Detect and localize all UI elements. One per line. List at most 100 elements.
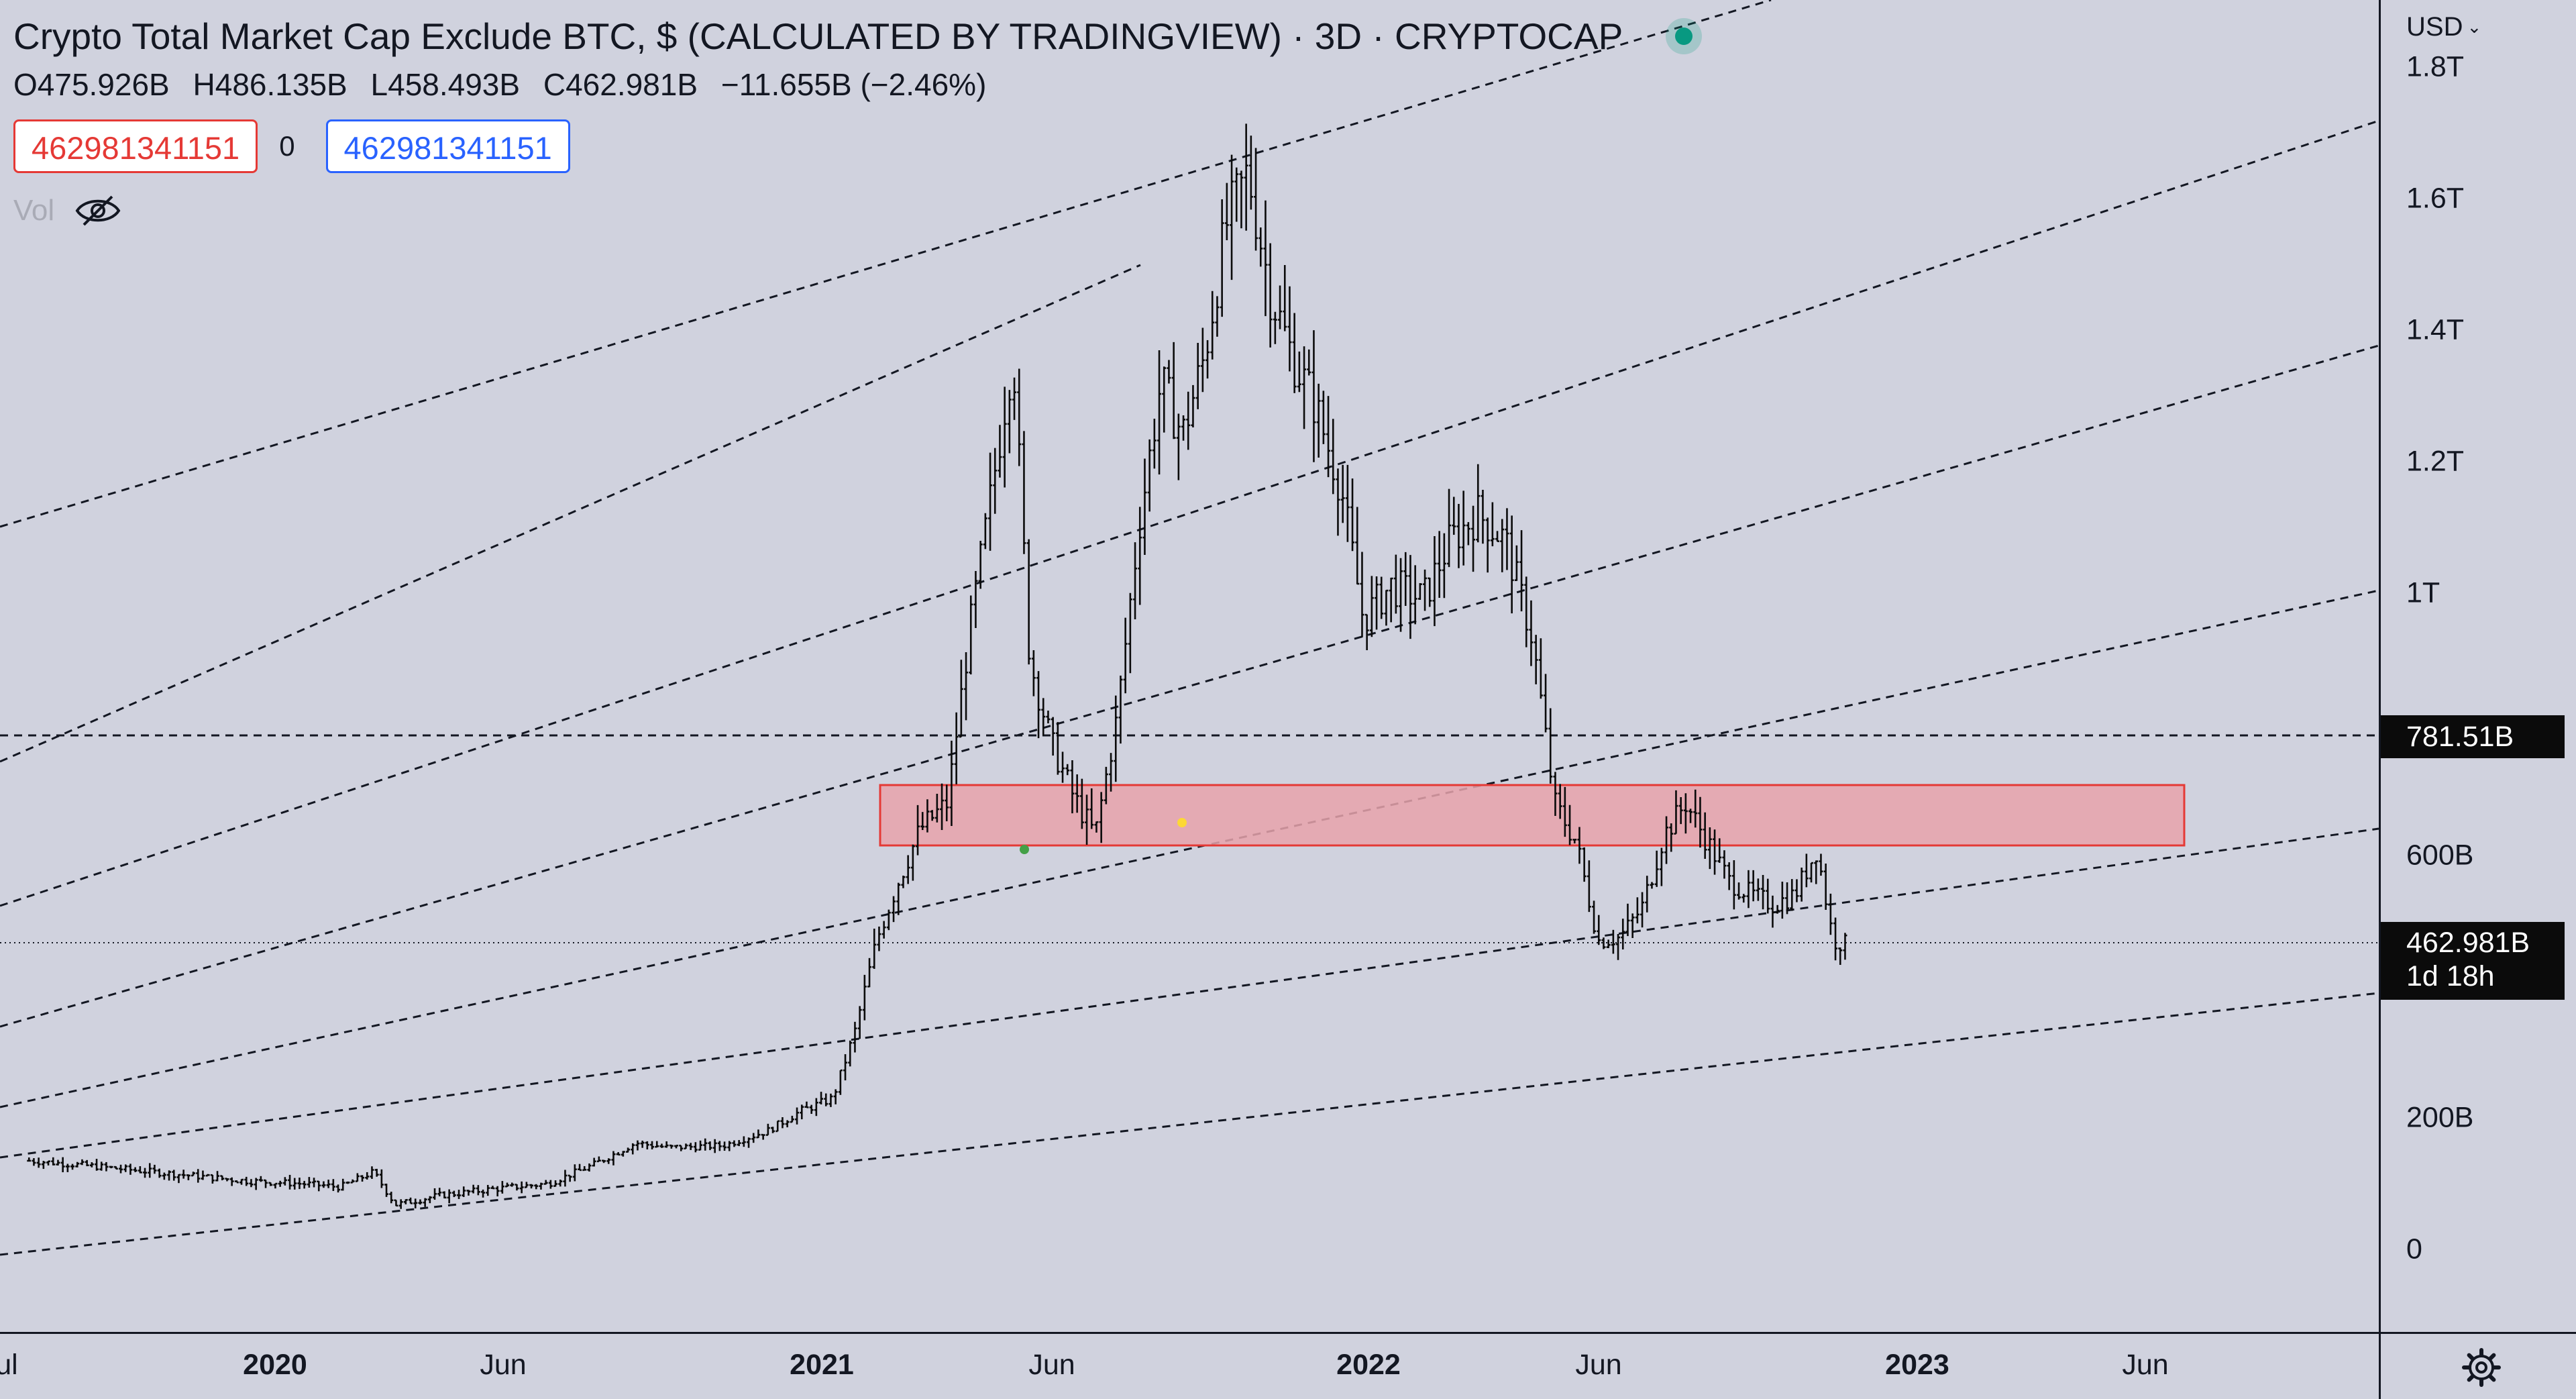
symbol-title[interactable]: Crypto Total Market Cap Exclude BTC, $ (… [13, 15, 1623, 57]
ohlc-bar [1079, 778, 1084, 829]
ohlc-bar [249, 1179, 254, 1188]
ohlc-bar [1519, 530, 1524, 612]
ohlc-bar [239, 1178, 244, 1185]
trendline[interactable] [0, 264, 1141, 763]
ohlc-bar [292, 1178, 297, 1190]
ohlc-bar [833, 1089, 838, 1104]
ohlc-bar [1065, 764, 1070, 776]
ohlc-bar [167, 1170, 172, 1181]
ohlc-bar [273, 1182, 278, 1189]
ohlc-bar [1152, 419, 1157, 469]
ohlc-bar [490, 1186, 495, 1190]
ohlc-bar [640, 1140, 645, 1148]
ohlc-bar [1224, 183, 1229, 240]
ohlc-bar [1538, 638, 1543, 699]
ohlc-bar [1654, 850, 1659, 887]
ohlc-bar [427, 1196, 432, 1204]
ohlc-bar [1766, 878, 1770, 914]
ohlc-bar [708, 1141, 712, 1151]
ohlc-bar [264, 1179, 268, 1188]
ohlc-bar [423, 1198, 427, 1207]
ohlc-bar [1577, 827, 1582, 864]
chart-pane[interactable]: Crypto Total Market Cap Exclude BTC, $ (… [0, 0, 2379, 1332]
ohlc-bar [505, 1182, 510, 1188]
ohlc-bar [1452, 497, 1456, 535]
ohlc-bar [1809, 862, 1814, 883]
ohlc-bar [268, 1182, 273, 1186]
trendline[interactable] [0, 827, 2379, 1159]
ohlc-bar [196, 1169, 201, 1183]
trendline[interactable] [0, 344, 2379, 1028]
ohlc-bar [341, 1178, 345, 1191]
ohlc-bar [553, 1180, 558, 1187]
price-tick-label: 600B [2406, 839, 2474, 872]
ohlc-bar [910, 844, 915, 881]
ohlc-bar [558, 1179, 563, 1187]
price-chart[interactable] [0, 0, 2379, 1332]
last-price-label: 462.981B 1d 18h [2381, 922, 2565, 1000]
ohlc-bar [1022, 431, 1026, 554]
price-scale[interactable]: USD ⌄ 1.8T 1.6T 1.4T 1.2T 1T 600B 200B 0 781.51B… [2379, 0, 2576, 1332]
ohlc-bar [60, 1157, 65, 1173]
ohlc-bar [65, 1163, 70, 1172]
ohlc-bar [732, 1140, 737, 1147]
ohlc-bar [1785, 882, 1790, 915]
ohlc-bar [771, 1127, 775, 1133]
ohlc-bar [993, 448, 998, 514]
ohlc-bar [1075, 774, 1079, 813]
ohlc-bar [587, 1163, 592, 1172]
ohlc-bar [1606, 939, 1611, 949]
ohlc-bar [1399, 558, 1403, 632]
spread-value: 0 [279, 130, 295, 162]
currency-select[interactable]: USD ⌄ [2406, 12, 2481, 42]
ohlc-bar [988, 452, 993, 551]
ohlc-bar [1162, 366, 1167, 433]
ohlc-bar [447, 1189, 451, 1204]
ohlc-bar [1230, 154, 1234, 280]
time-tick-month: Jun [1575, 1349, 1622, 1381]
sell-button[interactable]: 462981341151 [13, 119, 258, 173]
volume-label[interactable]: Vol [13, 194, 55, 227]
resistance-zone[interactable] [879, 784, 2186, 847]
ohlc-bar [433, 1188, 437, 1200]
ohlc-bar [1268, 243, 1273, 348]
ohlc-bar [1046, 711, 1051, 724]
gear-icon[interactable] [2461, 1347, 2502, 1388]
ohlc-bar [229, 1177, 234, 1186]
ohlc-bar [398, 1199, 403, 1209]
ohlc-bar [867, 957, 872, 988]
time-axis[interactable]: ul 2020 Jun 2021 Jun 2022 Jun 2023 Jun [0, 1332, 2379, 1399]
ohlc-bar [824, 1093, 828, 1106]
trendline[interactable] [0, 992, 2379, 1256]
market-status-icon[interactable] [1675, 28, 1693, 45]
ohlc-bar [486, 1184, 490, 1196]
ohlc-bar [650, 1141, 655, 1149]
trendline[interactable] [0, 0, 1772, 528]
ohlc-bar [741, 1136, 746, 1147]
eye-crossed-icon[interactable] [74, 193, 121, 229]
ohlc-bar [1582, 847, 1587, 882]
time-tick-year: 2020 [243, 1349, 307, 1381]
ohlc-bar [95, 1159, 99, 1171]
ohlc-bar [1118, 675, 1123, 744]
change-value: −11.655B (−2.46%) [720, 67, 987, 102]
trendline[interactable] [0, 119, 2379, 907]
ohlc-bar [1099, 792, 1104, 843]
price-tick-label: 0 [2406, 1233, 2422, 1265]
trendline[interactable] [0, 589, 2379, 1108]
level-price-label: 781.51B [2381, 715, 2565, 758]
ohlc-bar [457, 1190, 462, 1199]
ohlc-bar [568, 1174, 572, 1182]
ohlc-bar [892, 896, 896, 923]
ohlc-bar [89, 1162, 94, 1168]
ohlc-bar [688, 1143, 693, 1150]
volume-indicator-row[interactable]: Vol [13, 191, 1693, 231]
time-tick-year: 2021 [790, 1349, 854, 1381]
ohlc-bar [1012, 377, 1017, 420]
ohlc-bar [1283, 265, 1287, 331]
ohlc-bar [1514, 545, 1519, 581]
ohlc-bar [326, 1180, 331, 1188]
buy-button[interactable]: 462981341151 [325, 119, 570, 173]
ohlc-bar [1669, 823, 1674, 852]
ohlc-bar [1814, 860, 1819, 884]
